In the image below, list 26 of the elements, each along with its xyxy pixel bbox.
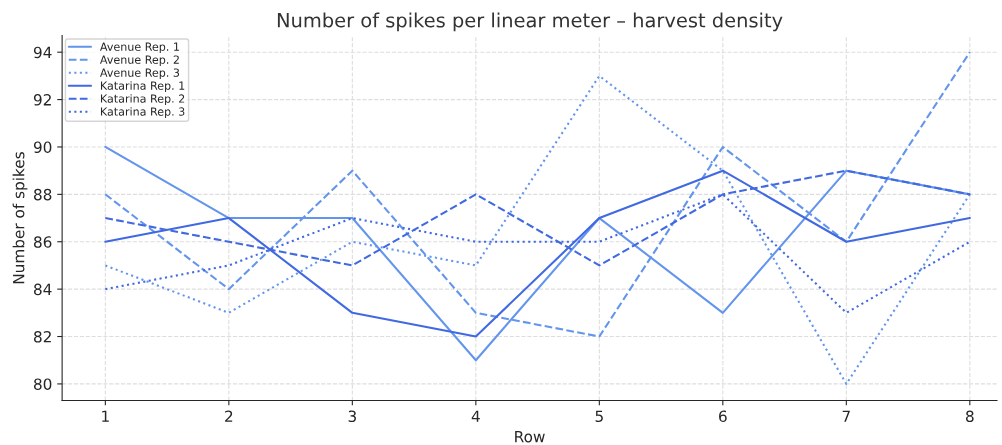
x-tick-label: 6	[719, 410, 727, 423]
x-tick-label: 5	[595, 410, 603, 423]
y-tick-label: 88	[34, 188, 52, 201]
y-tick-label: 86	[34, 236, 52, 248]
x-tick-label: 8	[966, 410, 974, 423]
legend-label: Katarina Rep. 2	[100, 94, 185, 105]
legend-label: Katarina Rep. 1	[100, 81, 185, 92]
y-tick-label: 84	[34, 283, 52, 296]
x-tick-label: 3	[348, 410, 356, 423]
y-tick-label: 80	[34, 378, 52, 390]
y-tick-label: 82	[34, 330, 51, 343]
y-tick-label: 90	[33, 141, 52, 153]
y-tick-label: 94	[33, 46, 52, 59]
x-axis-title: Row	[515, 431, 545, 443]
legend-label: Katarina Rep. 3	[100, 107, 185, 118]
y-axis-title: Number of spikes	[12, 152, 28, 284]
x-tick-label: 2	[225, 410, 233, 422]
legend-label: Avenue Rep. 3	[99, 68, 180, 79]
legend-label: Avenue Rep. 1	[99, 42, 179, 54]
chart-title: Number of spikes per linear meter – harvest density	[277, 12, 783, 32]
x-tick-label: 7	[842, 410, 850, 422]
legend-label: Avenue Rep. 2	[99, 55, 179, 66]
line-series	[104, 169, 971, 338]
x-tick-label: 4	[471, 410, 480, 422]
y-tick-label: 92	[33, 94, 51, 106]
x-tick-label: 1	[102, 410, 109, 422]
